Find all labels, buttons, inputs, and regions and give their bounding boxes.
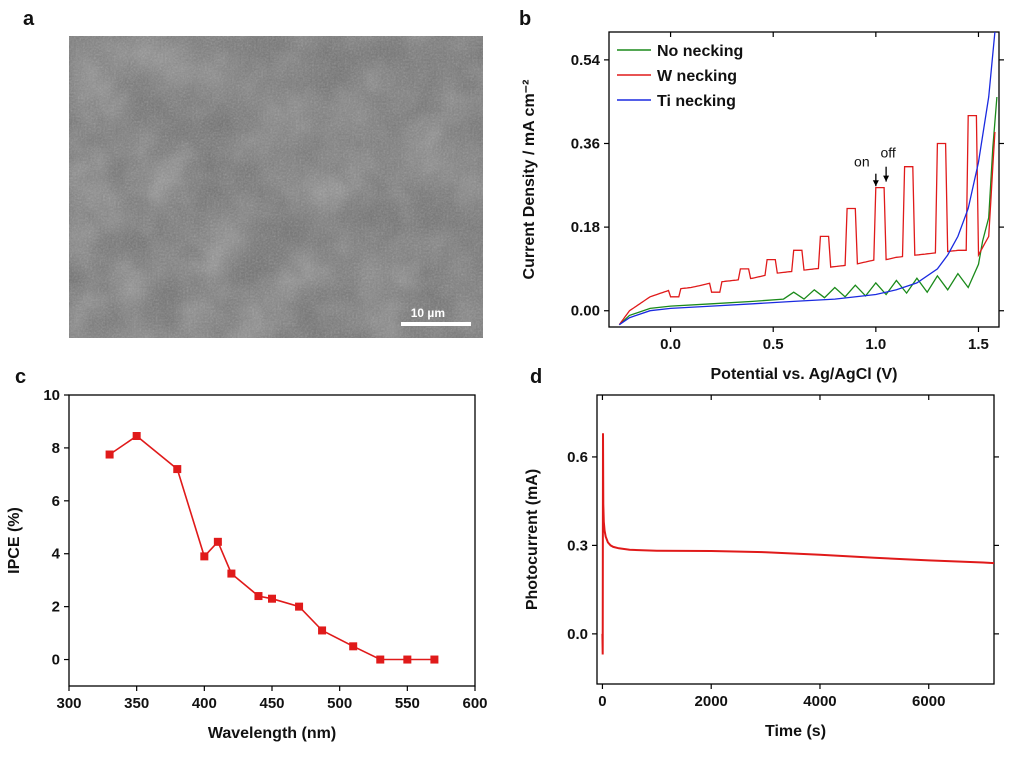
plot-frame-b [608, 31, 1000, 328]
y-tick-label: 0.00 [571, 303, 600, 320]
legend-label-2: Ti necking [657, 93, 736, 110]
x-axis-label-c: Wavelength (nm) [208, 725, 336, 742]
ipce-point [173, 465, 182, 474]
ipce-point [430, 655, 439, 664]
photocurrent-line [601, 433, 995, 655]
y-tick-label: 0.3 [567, 537, 588, 554]
series-line-no-necking [618, 96, 998, 326]
x-tick-label: 500 [327, 695, 352, 712]
plot-frame-c [68, 394, 476, 687]
y-tick-label: 0.6 [567, 449, 588, 466]
series-line-ti-necking [618, 32, 996, 326]
ipce-point [268, 594, 276, 603]
scale-bar-label: 10 µm [410, 306, 445, 320]
y-axis-label-c: IPCE (%) [6, 507, 23, 574]
legend-label-0: No necking [657, 43, 743, 60]
series-line-w-necking [618, 114, 996, 326]
ipce-point [227, 569, 236, 578]
x-axis-label-d: Time (s) [765, 723, 826, 740]
y-axis-label-b: Current Density / mA cm⁻² [521, 80, 538, 280]
arrow-off-head [883, 175, 890, 182]
ipce-point [403, 655, 412, 664]
panel-letter-d: d [530, 366, 543, 388]
panel-letter-a: a [23, 8, 35, 30]
x-tick-label: 6000 [912, 693, 945, 710]
y-tick-label: 10 [43, 387, 60, 404]
y-tick-label: 0.18 [571, 219, 600, 236]
x-tick-label: 1.5 [968, 336, 989, 353]
y-tick-label: 8 [52, 440, 60, 457]
y-axis-label-d: Photocurrent (mA) [524, 469, 541, 610]
annotation-on: on [854, 154, 870, 170]
ipce-point [254, 592, 263, 601]
ipce-point [376, 655, 385, 664]
x-tick-label: 550 [395, 695, 420, 712]
x-tick-label: 300 [56, 695, 81, 712]
ipce-line [109, 435, 435, 661]
legend-label-1: W necking [657, 68, 737, 85]
plot-frame-d [596, 394, 995, 685]
x-tick-label: 450 [259, 695, 284, 712]
x-axis-label-b: Potential vs. Ag/AgCl (V) [711, 366, 898, 383]
y-tick-label: 0.54 [571, 52, 601, 69]
ipce-point [200, 552, 209, 561]
ipce-point [295, 602, 304, 611]
y-tick-label: 0.36 [571, 135, 600, 152]
x-tick-label: 400 [192, 695, 217, 712]
y-tick-label: 0 [52, 652, 60, 669]
sem-texture [69, 36, 483, 338]
ipce-point [105, 450, 114, 459]
x-tick-label: 350 [124, 695, 149, 712]
scale-bar [401, 322, 471, 326]
ipce-point [132, 432, 141, 441]
x-tick-label: 2000 [695, 693, 728, 710]
x-tick-label: 0 [598, 693, 606, 710]
y-tick-label: 2 [52, 599, 60, 616]
x-tick-label: 1.0 [865, 336, 886, 353]
panel-letter-b: b [519, 8, 532, 30]
y-tick-label: 6 [52, 493, 60, 510]
panel-letter-c: c [15, 366, 27, 388]
y-tick-label: 0.0 [567, 626, 588, 643]
sem-micrograph: 10 µm [69, 36, 483, 338]
x-tick-label: 0.5 [763, 336, 784, 353]
ipce-point [349, 642, 358, 651]
y-tick-label: 4 [52, 546, 61, 563]
x-tick-label: 4000 [803, 693, 836, 710]
x-tick-label: 0.0 [660, 336, 681, 353]
arrow-on-head [872, 180, 879, 187]
annotation-off: off [880, 144, 895, 160]
ipce-point [318, 626, 327, 635]
ipce-point [213, 537, 222, 546]
x-tick-label: 600 [462, 695, 487, 712]
